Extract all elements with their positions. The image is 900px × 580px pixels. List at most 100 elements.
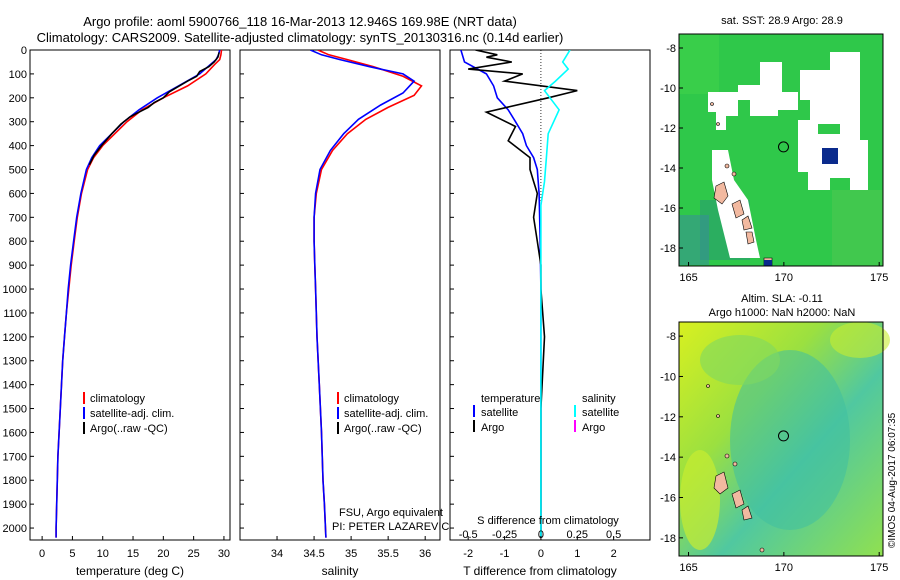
sla-patch bbox=[680, 450, 720, 550]
temperature-tick-label: 5 bbox=[69, 548, 75, 560]
depth-tick-label: 1700 bbox=[3, 451, 27, 463]
island bbox=[706, 384, 710, 388]
island bbox=[713, 471, 729, 495]
difference-xlabel: T difference from climatology bbox=[463, 564, 617, 578]
salinity-x-ticks: 34 34.5 35 35.5 36 bbox=[271, 536, 431, 560]
salinity-axes-frame bbox=[239, 49, 441, 541]
map-y-tick-label: -8 bbox=[666, 331, 676, 343]
pi-annotation-2: PI: PETER LAZAREVICH bbox=[332, 521, 457, 533]
legend-s-satellite-label: satellite bbox=[582, 407, 619, 419]
s-difference-tick-label: 0 bbox=[538, 529, 544, 541]
map-y-tick-label: -18 bbox=[660, 533, 676, 545]
sla-map-subtitle: Argo h1000: NaN h2000: NaN bbox=[709, 307, 856, 319]
sla-map-frame bbox=[678, 321, 884, 557]
island bbox=[732, 461, 738, 467]
depth-tick-label: 700 bbox=[9, 212, 27, 224]
depth-tick-label: 1200 bbox=[3, 332, 27, 344]
depth-tick-label: 500 bbox=[9, 165, 27, 177]
sla-map-title: Altim. SLA: -0.11 bbox=[741, 293, 823, 305]
salinity-tick-label: 34.5 bbox=[303, 548, 324, 560]
depth-tick-label: 100 bbox=[9, 69, 27, 81]
temperature-x-ticks: 0 5 10 15 20 25 30 bbox=[39, 536, 230, 560]
argo-location-marker bbox=[778, 430, 789, 442]
t-difference-tick-label: -1 bbox=[500, 548, 510, 560]
temperature-panel: 0100200300400500600700800900100011001200… bbox=[3, 45, 231, 578]
legend-argo-label: Argo(..raw -QC) bbox=[344, 423, 422, 435]
island bbox=[713, 181, 729, 205]
map-y-tick-label: -12 bbox=[660, 412, 676, 424]
island bbox=[716, 122, 720, 126]
map-y-tick-label: -12 bbox=[660, 123, 676, 135]
salinity-tick-label: 36 bbox=[419, 548, 431, 560]
salinity-legend: climatology satellite-adj. clim. Argo(..… bbox=[337, 392, 428, 435]
depth-tick-label: 400 bbox=[9, 141, 27, 153]
title-line-2: Climatology: CARS2009. Satellite-adjuste… bbox=[37, 30, 564, 45]
series-line-satellite-adj-clim bbox=[310, 50, 416, 538]
island bbox=[741, 215, 753, 231]
temperature-tick-label: 25 bbox=[188, 548, 200, 560]
salinity-tick-label: 35 bbox=[345, 548, 357, 560]
sla-map-ticks: 165 170 175 -8 -10 -12 -14 -16 -18 bbox=[660, 331, 888, 574]
sst-cloud-region bbox=[798, 52, 868, 190]
difference-panel: temperature satellite Argo salinity sate… bbox=[449, 49, 651, 578]
difference-lines bbox=[460, 50, 578, 538]
legend-satellite-label: satellite-adj. clim. bbox=[90, 408, 174, 420]
depth-tick-label: 1100 bbox=[3, 308, 27, 320]
depth-tick-label: 600 bbox=[9, 188, 27, 200]
island bbox=[710, 102, 714, 106]
depth-tick-label: 800 bbox=[9, 236, 27, 248]
s-difference-tick-label: 0.25 bbox=[567, 529, 588, 541]
sst-cloud-region bbox=[738, 62, 798, 116]
series-line-argo-raw-qc bbox=[88, 52, 220, 166]
sst-patch bbox=[679, 34, 719, 94]
island bbox=[731, 171, 737, 177]
map-y-tick-label: -18 bbox=[660, 243, 676, 255]
s-difference-tick-label: 0.5 bbox=[606, 529, 621, 541]
depth-tick-label: 1600 bbox=[3, 427, 27, 439]
map-y-tick-label: -14 bbox=[660, 163, 676, 175]
island bbox=[731, 199, 745, 219]
map-y-tick-label: -8 bbox=[666, 43, 676, 55]
map-x-tick-label: 175 bbox=[870, 562, 888, 574]
sst-cold-patch bbox=[764, 260, 772, 266]
island bbox=[741, 505, 753, 521]
depth-tick-label: 200 bbox=[9, 93, 27, 105]
depth-tick-label: 0 bbox=[21, 45, 27, 57]
depth-tick-label: 1900 bbox=[3, 499, 27, 511]
salinity-panel: 34 34.5 35 35.5 36 climatology satellite-adj… bbox=[239, 49, 457, 578]
legend-s-argo-label: Argo bbox=[582, 422, 605, 434]
temperature-legend: climatology satellite-adj. clim. Argo(..… bbox=[83, 392, 174, 435]
legend-temperature-heading: temperature bbox=[481, 393, 540, 405]
map-y-tick-label: -14 bbox=[660, 452, 676, 464]
map-x-tick-label: 165 bbox=[679, 562, 697, 574]
sst-cold-patch bbox=[822, 148, 838, 164]
s-difference-ticks: -0.5 -0.25 0 0.25 0.5 bbox=[459, 529, 622, 541]
sla-patch bbox=[830, 322, 890, 358]
depth-tick-label: 300 bbox=[9, 117, 27, 129]
map-x-tick-label: 165 bbox=[679, 272, 697, 284]
legend-climatology-label: climatology bbox=[90, 393, 146, 405]
temperature-xlabel: temperature (deg C) bbox=[76, 564, 184, 578]
sst-map-frame bbox=[678, 33, 884, 267]
s-difference-label: S difference from climatology bbox=[477, 515, 619, 527]
salinity-lines bbox=[310, 50, 423, 538]
sst-map-ticks: 165 170 175 -8 -10 -12 -14 -16 -18 bbox=[660, 43, 888, 284]
temperature-lines bbox=[55, 50, 223, 538]
map-y-tick-label: -10 bbox=[660, 83, 676, 95]
map-y-tick-label: -16 bbox=[660, 203, 676, 215]
sst-patch bbox=[818, 124, 840, 134]
t-difference-ticks: -2 -1 0 1 2 bbox=[463, 536, 617, 560]
island bbox=[745, 231, 755, 245]
salinity-tick-label: 35.5 bbox=[377, 548, 398, 560]
temperature-axes-frame bbox=[29, 49, 231, 541]
series-line-s-satellite bbox=[540, 50, 571, 538]
difference-y-ticks bbox=[450, 49, 454, 529]
t-difference-tick-label: 1 bbox=[574, 548, 580, 560]
depth-tick-label: 900 bbox=[9, 260, 27, 272]
sla-patch bbox=[730, 350, 850, 530]
temperature-tick-label: 30 bbox=[218, 548, 230, 560]
salinity-xlabel: salinity bbox=[322, 564, 359, 578]
depth-tick-label: 2000 bbox=[3, 523, 27, 535]
sst-cloud-region bbox=[708, 92, 738, 130]
